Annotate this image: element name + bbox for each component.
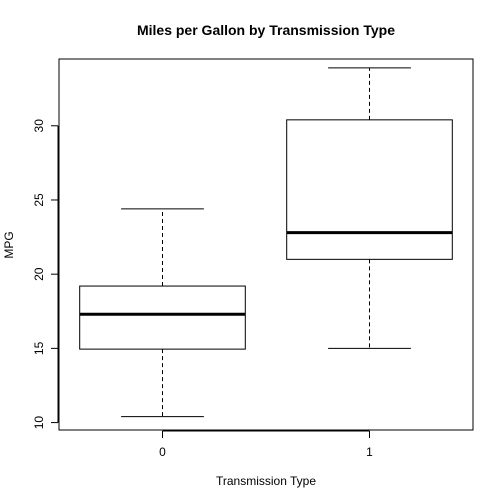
y-tick-label: 15: [32, 341, 46, 355]
y-tick-label: 25: [32, 193, 46, 207]
iqr-box: [79, 285, 246, 350]
y-tick-label: 20: [32, 267, 46, 281]
boxes-group: [79, 67, 453, 418]
y-axis-label: MPG: [2, 231, 16, 258]
plot-frame: [58, 58, 474, 431]
box-0: [79, 208, 246, 418]
chart-title: Miles per Gallon by Transmission Type: [137, 22, 395, 38]
y-axis: 10 15 20 25 30: [32, 119, 59, 430]
box-1: [286, 67, 453, 349]
iqr-box: [286, 119, 453, 260]
x-tick-label: 1: [366, 445, 373, 459]
y-tick-label: 30: [32, 119, 46, 133]
y-tick-label: 10: [32, 416, 46, 430]
x-axis-label: Transmission Type: [216, 474, 316, 488]
x-tick-label: 0: [159, 445, 166, 459]
